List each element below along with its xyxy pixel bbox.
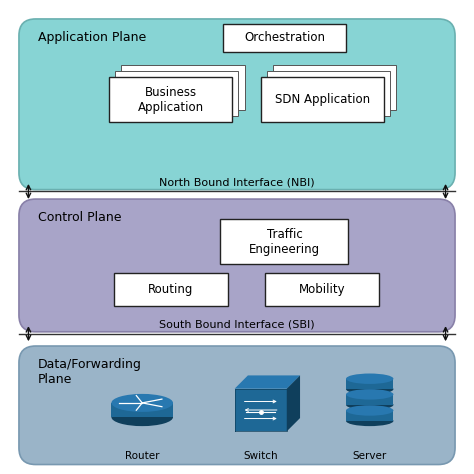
Bar bbox=[261, 77, 384, 122]
Text: Application Plane: Application Plane bbox=[38, 31, 146, 44]
Text: Switch: Switch bbox=[243, 451, 278, 461]
Bar bbox=[346, 394, 393, 405]
Text: North Bound Interface (NBI): North Bound Interface (NBI) bbox=[159, 178, 315, 188]
FancyBboxPatch shape bbox=[19, 19, 455, 190]
Ellipse shape bbox=[346, 374, 393, 384]
Bar bbox=[121, 64, 245, 109]
Bar bbox=[267, 71, 390, 116]
Bar bbox=[273, 64, 396, 109]
Bar bbox=[111, 403, 173, 417]
Bar bbox=[223, 24, 346, 52]
Ellipse shape bbox=[346, 405, 393, 416]
Text: South Bound Interface (SBI): South Bound Interface (SBI) bbox=[159, 320, 315, 330]
Text: Business
Application: Business Application bbox=[137, 85, 204, 114]
Bar bbox=[235, 389, 287, 431]
Bar bbox=[220, 219, 348, 264]
FancyBboxPatch shape bbox=[19, 199, 455, 332]
FancyBboxPatch shape bbox=[19, 346, 455, 465]
Text: Control Plane: Control Plane bbox=[38, 211, 121, 224]
Ellipse shape bbox=[346, 384, 393, 394]
Text: Data/Forwarding
Plane: Data/Forwarding Plane bbox=[38, 358, 142, 386]
Text: SDN Application: SDN Application bbox=[275, 93, 370, 106]
Bar bbox=[109, 77, 232, 122]
Ellipse shape bbox=[111, 408, 173, 426]
Bar bbox=[115, 71, 238, 116]
Text: Orchestration: Orchestration bbox=[244, 31, 325, 45]
Polygon shape bbox=[235, 375, 300, 389]
Text: Routing: Routing bbox=[148, 283, 193, 296]
Text: Router: Router bbox=[125, 451, 159, 461]
Bar bbox=[265, 273, 379, 306]
Text: Traffic
Engineering: Traffic Engineering bbox=[249, 228, 320, 256]
Text: Server: Server bbox=[353, 451, 387, 461]
Ellipse shape bbox=[111, 394, 173, 412]
Bar bbox=[346, 379, 393, 389]
Bar bbox=[114, 273, 228, 306]
Ellipse shape bbox=[346, 389, 393, 400]
Bar bbox=[346, 410, 393, 421]
Ellipse shape bbox=[346, 416, 393, 426]
Polygon shape bbox=[287, 375, 300, 431]
Text: Mobility: Mobility bbox=[299, 283, 346, 296]
Ellipse shape bbox=[346, 400, 393, 410]
